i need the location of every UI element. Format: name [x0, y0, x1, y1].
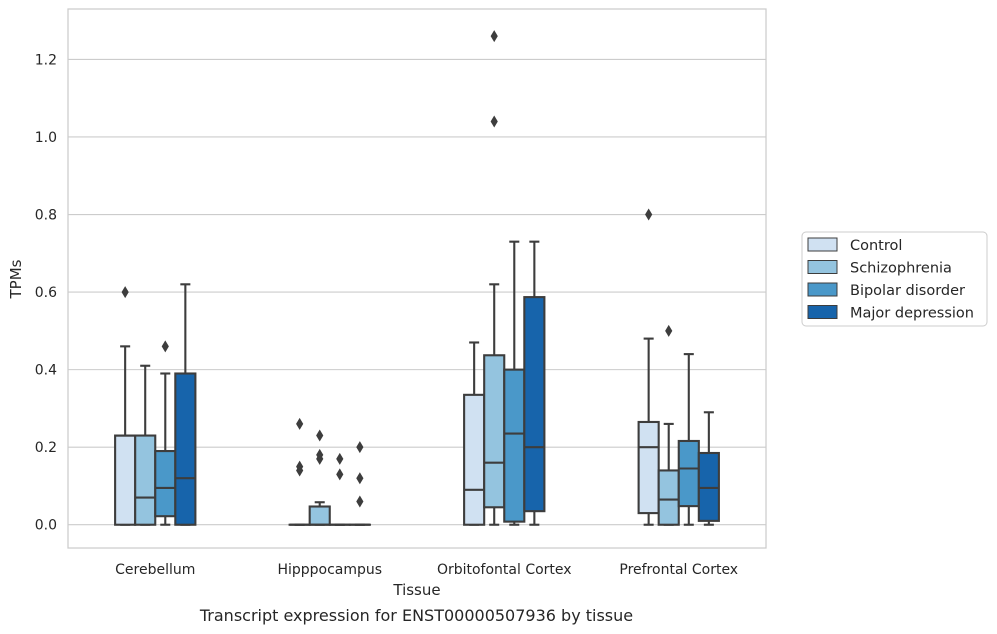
- y-tick-label: 0.2: [35, 440, 57, 456]
- outlier-point: [490, 30, 498, 43]
- box-3-3: [697, 411, 720, 526]
- outlier-point: [161, 340, 169, 353]
- y-tick-labels: 0.0 0.2 0.4 0.6 0.8 1.0 1.2: [35, 52, 57, 533]
- outlier-point: [645, 208, 653, 221]
- legend-swatch: [807, 305, 838, 319]
- x-tick-label: Hipppocampus: [277, 562, 382, 578]
- box-body: [174, 372, 197, 526]
- box-0-3: [637, 208, 660, 526]
- legend-swatch: [807, 260, 838, 274]
- outlier-point: [665, 324, 673, 337]
- box-2-0: [154, 340, 177, 526]
- box-2-1: [328, 452, 351, 526]
- legend: Control Schizophrenia Bipolar disorder Majo…: [801, 231, 988, 327]
- outlier-point: [316, 429, 324, 442]
- legend-label: Bipolar disorder: [850, 283, 965, 299]
- y-tick-label: 1.0: [35, 130, 57, 146]
- y-axis-label: TPMs: [7, 259, 25, 299]
- y-tick-label: 0.0: [35, 518, 57, 534]
- outlier-point: [296, 417, 304, 430]
- box-body: [677, 439, 700, 508]
- outlier-point: [296, 464, 304, 477]
- box-3-1: [348, 441, 371, 526]
- box-body: [154, 450, 177, 518]
- outlier-point: [356, 495, 364, 508]
- y-tick-label: 0.8: [35, 208, 57, 224]
- outlier-point: [121, 286, 129, 299]
- y-tick-label: 0.4: [35, 363, 57, 379]
- box-body: [523, 296, 546, 513]
- box-body: [483, 354, 506, 509]
- outlier-point: [356, 472, 364, 485]
- box-body: [657, 469, 680, 526]
- x-tick-label: Prefrontal Cortex: [619, 562, 738, 578]
- box-1-1: [308, 429, 331, 526]
- outlier-point: [356, 441, 364, 454]
- legend-label: Schizophrenia: [850, 261, 952, 277]
- y-tick-label: 1.2: [35, 52, 57, 68]
- box-3-2: [523, 240, 546, 526]
- x-tick-label: Cerebellum: [115, 562, 195, 578]
- outlier-point: [316, 452, 324, 465]
- box-3-0: [174, 283, 197, 526]
- box-0-0: [114, 286, 137, 526]
- box-body: [463, 393, 486, 526]
- box-body: [637, 420, 660, 515]
- legend-swatch: [807, 237, 838, 252]
- box-layer: [114, 30, 720, 526]
- plot-frame: [67, 8, 767, 549]
- legend-label: Control: [850, 238, 902, 254]
- box-1-2: [483, 30, 506, 526]
- x-axis-label: Tissue: [392, 581, 440, 599]
- box-body: [114, 434, 137, 526]
- outlier-point: [336, 452, 344, 465]
- y-tick-label: 0.6: [35, 285, 57, 301]
- outlier-point: [336, 468, 344, 481]
- figure-caption: Transcript expression for ENST0000050793…: [199, 606, 634, 625]
- box-body: [308, 505, 331, 526]
- outlier-point: [490, 115, 498, 128]
- box-body: [134, 434, 157, 526]
- legend-label: Major depression: [850, 306, 974, 322]
- legend-frame: [801, 231, 988, 327]
- box-body: [503, 368, 526, 523]
- x-tick-labels: Cerebellum Hipppocampus Orbitofontal Corte…: [115, 562, 738, 578]
- x-tick-label: Orbitofontal Cortex: [437, 562, 572, 578]
- legend-swatch: [807, 282, 838, 297]
